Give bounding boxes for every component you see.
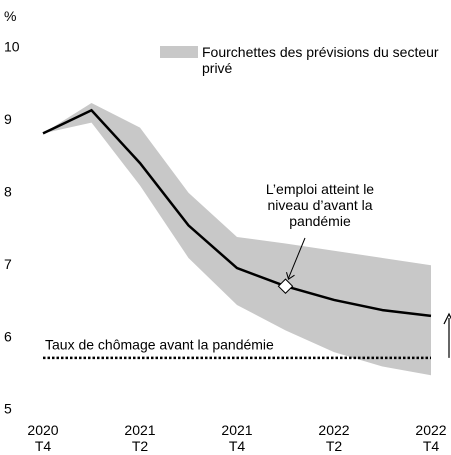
point-marker — [277, 278, 294, 294]
y-axis-label: % — [4, 8, 17, 24]
annotation-line: L’emploi atteint le — [265, 181, 375, 197]
legend-swatch — [160, 46, 198, 58]
reference-label: Taux de chômage avant la pandémie — [45, 337, 274, 353]
annotation-arrowhead — [286, 272, 295, 280]
y-tick-label: 8 — [4, 184, 12, 200]
line-series — [42, 108, 432, 318]
annotation-line: niveau d’avant la — [267, 197, 373, 213]
x-tick-label: 2020 T4 — [27, 422, 59, 454]
y-tick-label: 7 — [4, 256, 12, 272]
arrow-head — [443, 312, 451, 325]
x-tick-label: 2021 T2 — [124, 422, 156, 454]
legend-label: Fourchettes des prévisions du secteur pr… — [202, 44, 439, 76]
x-tick-label: 2022 T4 — [415, 422, 447, 454]
forecast-band — [43, 103, 431, 376]
annotation-arrow — [288, 237, 306, 279]
x-tick-label: 2022 T2 — [318, 422, 350, 454]
y-tick-label: 5 — [4, 401, 12, 417]
x-tick-label: 2021 T4 — [221, 422, 253, 454]
annotation-line: pandémie — [289, 213, 351, 229]
y-tick-label: 10 — [4, 39, 20, 55]
y-tick-label: 9 — [4, 111, 12, 127]
y-tick-label: 6 — [4, 328, 12, 344]
